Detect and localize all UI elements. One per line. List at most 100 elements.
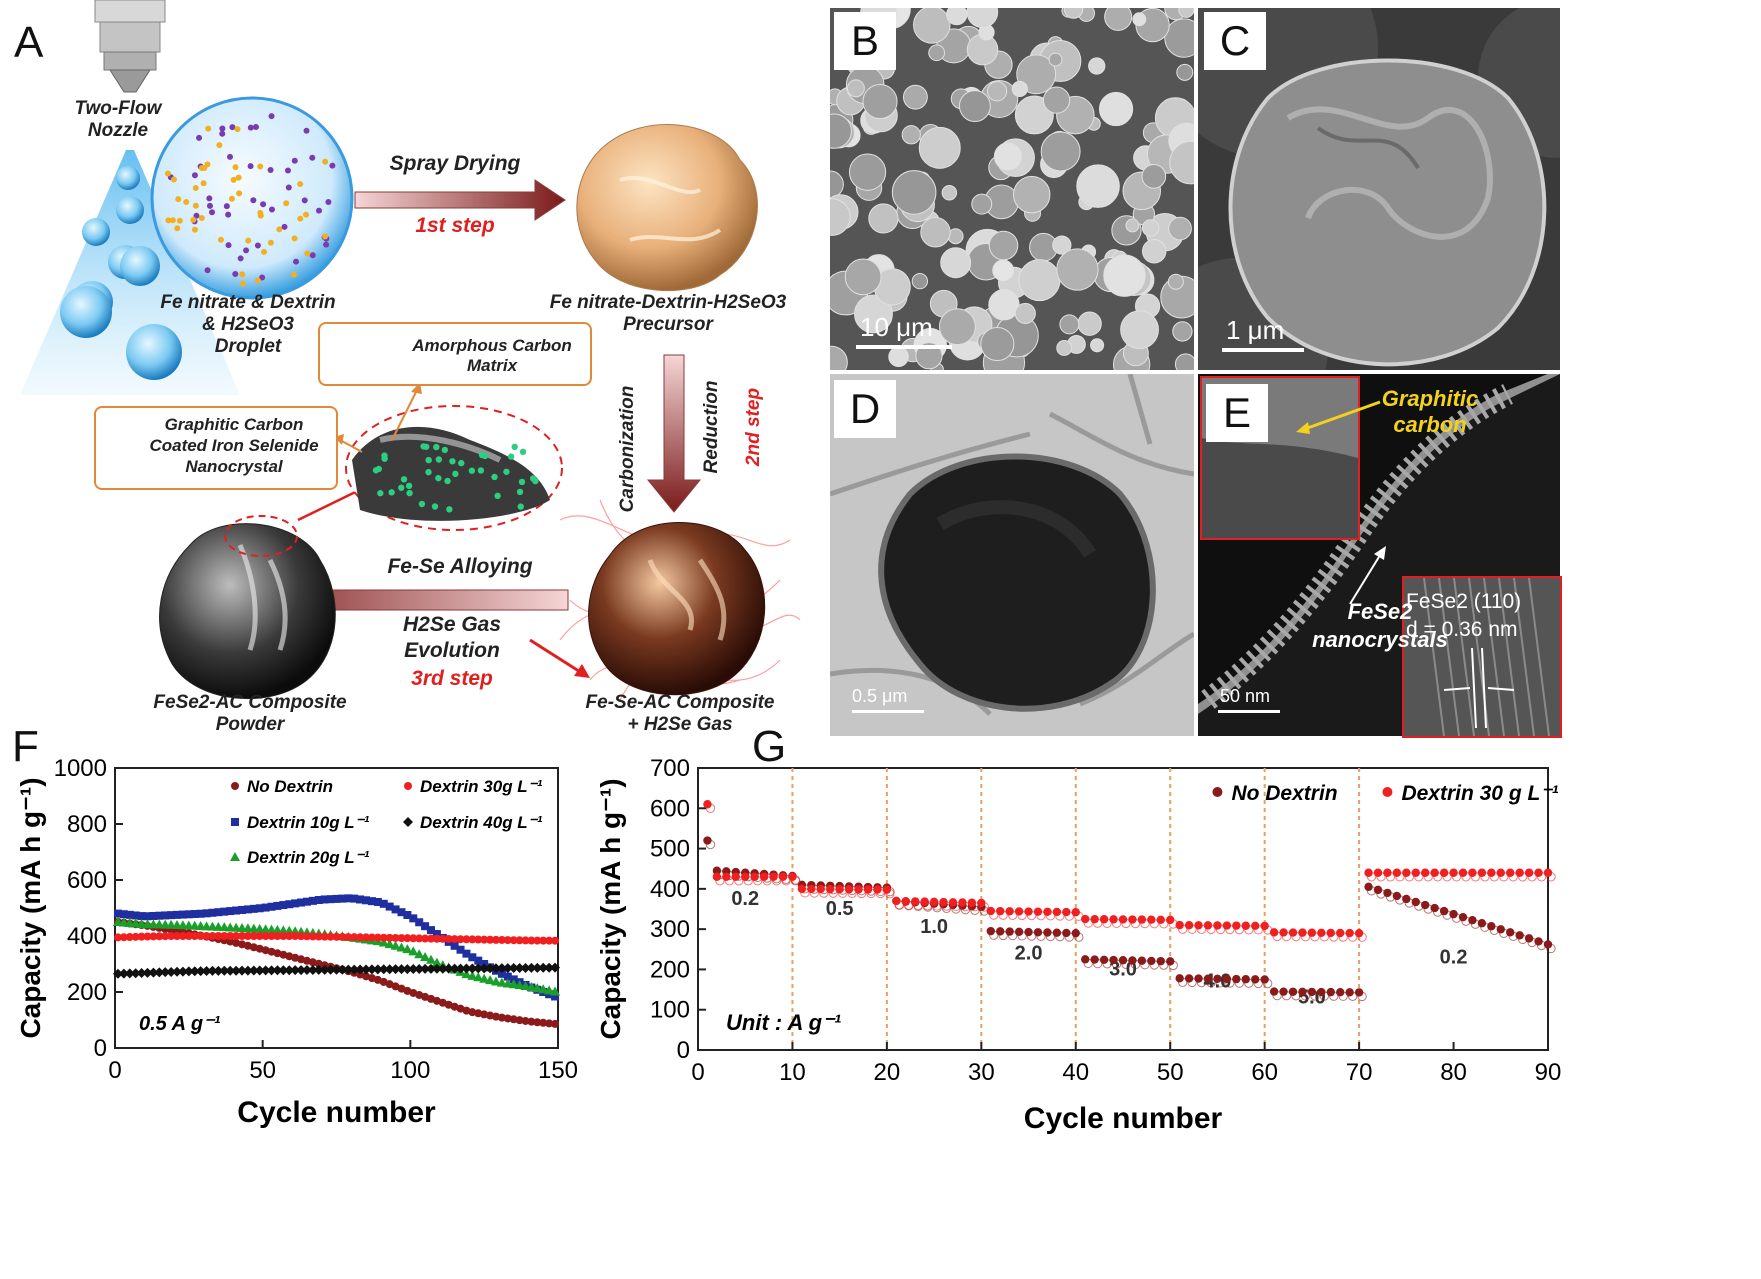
chart-g-point [1468,868,1477,877]
chart-f-point [301,965,312,976]
chart-g-point-discharge [1017,931,1027,941]
chart-f-point [202,909,211,918]
chart-g-point-discharge [856,888,867,899]
chart-f-point [520,980,531,990]
chart-g-point-discharge [922,900,933,911]
chart-f-point [431,957,442,967]
chart-g-point-discharge [1508,872,1518,882]
chart-g-point-discharge [1451,872,1462,882]
chart-g-point [1071,928,1080,938]
chart-g-point [1241,975,1250,984]
chart-f-point [172,966,183,977]
chart-g-point-discharge [828,888,838,898]
chart-f-point [208,932,217,940]
chart-g-point-discharge [1036,910,1046,921]
chart-f-point [538,962,549,973]
chart-f-point [291,899,300,908]
chart-g-point-discharge [1244,925,1254,935]
chart-f: 0 50 100 150 0 200 400 600 800 1000 Cycle number Ca… [15,755,578,1129]
chart-g-xtick-label: 90 [1535,1059,1562,1086]
chart-g-point-discharge [1130,959,1141,970]
chart-g-point [1468,915,1477,925]
chart-g-point [873,885,882,894]
chart-g-point [1203,974,1213,983]
chart-f-point [527,936,536,945]
chart-g-point [1392,891,1402,901]
chart-f-point [196,932,205,940]
chart-g-point-discharge [1300,991,1311,1001]
chart-g-point-discharge [885,888,895,899]
chart-g-point [1534,868,1543,877]
chart-g-point [939,897,948,907]
chart-g-rate-label: 1.0 [920,916,948,938]
chart-f-point [290,965,301,976]
chart-g-point-discharge [1083,958,1093,969]
chart-g-point [750,872,759,881]
chart-f-legend-marker [231,818,239,826]
chart-f-legend-marker [230,852,240,861]
chart-f-point [362,933,371,942]
chart-f-point [143,912,152,921]
chart-g-point [1354,928,1364,938]
chart-f-point [332,932,341,941]
chart-g-point [1166,957,1175,966]
chart-g-point [1421,900,1430,910]
chart-f-point [402,964,413,975]
chart-f-point [373,933,382,942]
panel-label-g: G [752,722,787,771]
chart-f-point [397,908,406,917]
chart-f-point [385,902,394,911]
chart-g-rate-label: 0.2 [1440,946,1468,968]
chart-f-ylabel: Capacity (mA h g⁻¹) [15,777,46,1038]
graphitic-arrow [1296,400,1381,434]
chart-g-point [1307,928,1317,937]
chart-f-point [201,965,212,976]
chart-f-point [267,902,276,911]
chart-g-point [1506,928,1515,937]
chart-g-point-discharge [1111,959,1122,969]
amorphous-label: Amorphous Carbon Matrix [412,336,572,375]
chart-f-point [432,930,441,939]
chart-f-point [302,897,311,906]
chart-g-point [1014,927,1024,937]
chart-g-point-discharge [1149,918,1160,929]
fese-ac-label: Fe-Se-AC Composite + H2Se Gas [585,692,775,735]
chart-f-point [479,973,490,983]
chart-g-point [1326,928,1335,938]
chart-f-point [113,909,122,918]
chart-f-point [155,932,164,941]
chart-g-point [1439,868,1449,877]
chart-g-point [1109,915,1118,924]
chart-f-point [379,899,388,908]
chart-f-point [396,964,407,975]
chart-g-point [1269,928,1279,937]
chart-g-point-discharge [1527,872,1537,882]
chart-g-point [1062,928,1071,938]
chart-g-point-discharge [1177,977,1188,987]
chart-g-point-discharge [1376,872,1386,882]
chart-f-point [550,962,561,973]
chart-g-xtick-label: 30 [968,1059,995,1086]
chart-g-point [948,898,958,907]
chart-g-point-discharge [1517,872,1528,882]
chart-g-point [1203,921,1213,930]
graphitic-label: Graphitic Carbon Coated Iron Selenide Na… [149,415,319,476]
chart-g-point-discharge [1092,958,1103,969]
fese2-ac-label: FeSe2-AC Composite Powder [153,692,347,735]
chart-g-point [1298,928,1307,937]
chart-g-point [1336,928,1345,938]
chart-g-point [1269,987,1279,996]
chart-g-point [1109,955,1118,965]
chart-g-point-discharge [1404,872,1415,882]
chart-g-point-discharge [998,910,1008,920]
chart-g-point [1345,988,1354,997]
chart-f-point [125,910,134,919]
chart-f-point [148,967,159,978]
step1-number: 1st step [415,214,495,237]
chart-g-point [788,872,797,881]
chart-g-point [863,885,873,894]
chart-g-point [1336,988,1345,997]
chart-g-point-discharge [1064,911,1075,921]
chart-f-xtick-label: 0 [108,1057,121,1084]
chart-g-point [1175,974,1184,983]
